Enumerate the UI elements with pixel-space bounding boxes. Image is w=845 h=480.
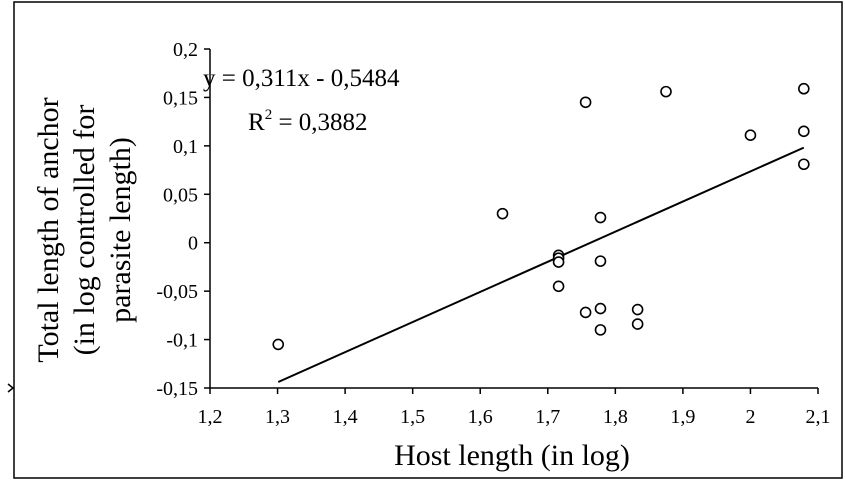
y-axis-title: Total length of anchor (in log controlle… [32, 97, 137, 362]
data-point [552, 280, 565, 293]
y-tick-label: -0,1 [166, 330, 198, 352]
left-edge-mark [7, 383, 15, 393]
data-point [631, 318, 644, 330]
y-tick-label: 0,05 [163, 184, 198, 206]
y-tick-label: -0,05 [156, 281, 198, 303]
x-tick-label: 1,2 [198, 406, 223, 428]
y-tick-label: 0 [188, 233, 198, 255]
x-axis-ticks: 1,2 1,3 1,4 1,5 1,6 1,7 1,8 1,9 2 2,1 [198, 388, 831, 428]
r-squared: R2 = 0,3882 [248, 107, 368, 136]
data-point [660, 85, 672, 98]
x-tick-label: 2,1 [806, 406, 831, 428]
y-tick-label: 0,1 [173, 136, 198, 158]
x-tick-label: 1,8 [603, 406, 628, 428]
x-tick-label: 2 [745, 406, 755, 428]
data-point [579, 96, 592, 109]
y-tick-label: 0,15 [163, 87, 198, 109]
data-point [594, 302, 607, 315]
data-point [798, 82, 810, 95]
y-tick-label: -0,15 [156, 378, 198, 400]
x-tick-label: 1,6 [468, 406, 493, 428]
x-tick-label: 1,7 [535, 406, 560, 428]
data-point [272, 338, 285, 351]
figure-frame [13, 1, 843, 479]
x-tick-label: 1,4 [333, 406, 358, 428]
r-squared-value: = 0,3882 [272, 109, 367, 136]
data-points [272, 82, 810, 351]
r-squared-symbol: R [248, 109, 265, 136]
data-point [594, 255, 607, 267]
data-point [594, 211, 607, 224]
data-point [594, 324, 607, 336]
x-tick-label: 1,9 [670, 406, 695, 428]
data-point [631, 303, 644, 316]
y-axis-title-line-3: parasite length) [104, 137, 137, 323]
r-squared-superscript: 2 [265, 107, 273, 123]
data-point [496, 207, 509, 220]
y-axis-ticks: -0,15 -0,1 -0,05 0 0,05 0,1 0,15 0,2 [156, 39, 210, 400]
x-tick-label: 1,3 [265, 406, 290, 428]
data-point [798, 158, 810, 171]
data-point [744, 129, 757, 142]
y-axis-title-line-1: Total length of anchor [32, 97, 65, 362]
trendline [277, 146, 805, 383]
data-point [579, 306, 592, 319]
y-tick-label: 0,2 [173, 39, 198, 61]
x-axis-title: Host length (in log) [394, 439, 630, 472]
data-point [552, 256, 565, 268]
data-point [798, 125, 810, 138]
x-tick-label: 1,5 [400, 406, 425, 428]
trend-equation: y = 0,311x - 0,5484 [203, 65, 400, 92]
y-axis-title-line-2: (in log controlled for [68, 105, 101, 356]
